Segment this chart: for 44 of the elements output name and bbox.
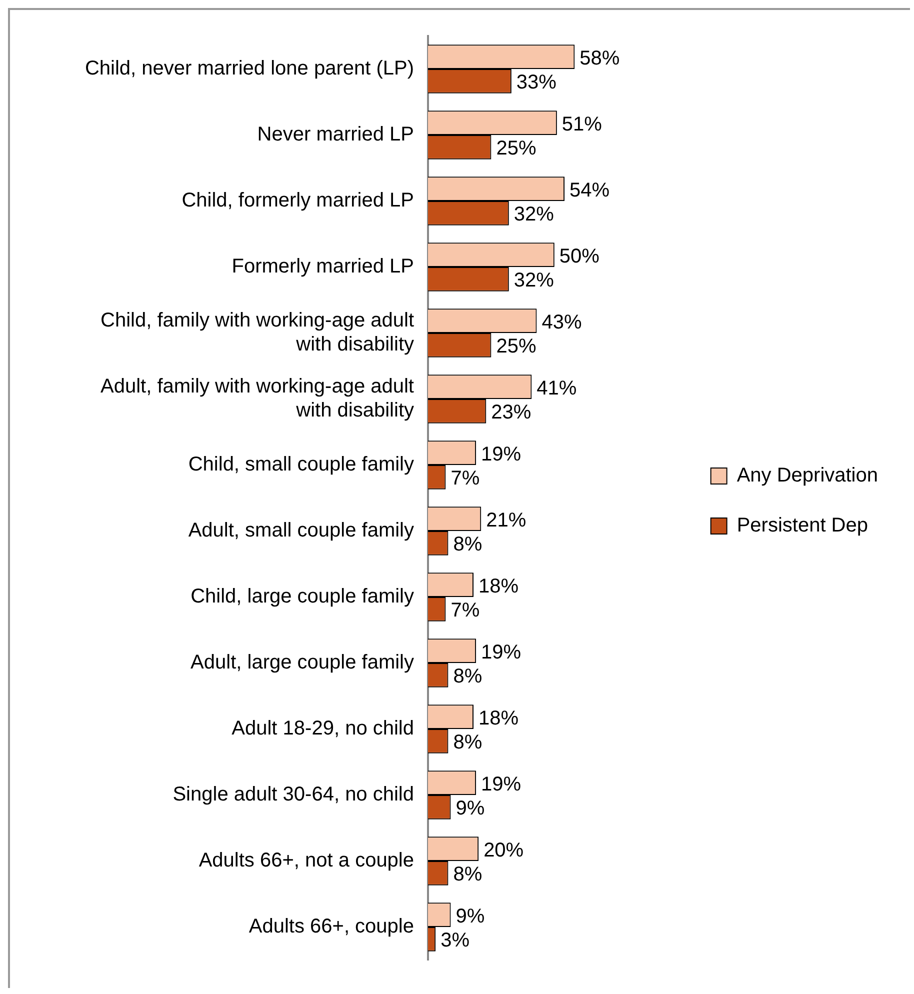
data-label: 25% xyxy=(496,138,536,160)
data-label: 54% xyxy=(570,179,610,202)
data-label: 20% xyxy=(484,839,524,862)
y-tick-label: Adult 18-29, no child xyxy=(232,718,414,740)
y-tick-label: Adult, large couple family xyxy=(190,652,414,674)
y-tick-label: Child, formerly married LP xyxy=(182,190,414,212)
y-tick-label: Child, never married lone parent (LP) xyxy=(84,58,414,80)
y-tick-label: Adult, small couple family xyxy=(188,520,414,542)
data-label: 8% xyxy=(453,732,482,754)
data-label: 32% xyxy=(514,270,554,292)
data-label: 21% xyxy=(486,509,526,532)
y-tick-label: Adult, family with working-age adult with disability xyxy=(100,376,414,422)
data-label: 3% xyxy=(440,930,470,952)
data-label: 19% xyxy=(481,773,522,796)
y-tick-label: Never married LP xyxy=(257,124,414,146)
data-label: 43% xyxy=(542,311,582,334)
data-label: 9% xyxy=(456,905,485,928)
data-label: 19% xyxy=(481,641,522,664)
y-tick-label: Child, large couple family xyxy=(190,586,414,608)
data-label: 41% xyxy=(536,377,577,400)
data-label: 51% xyxy=(562,113,602,136)
data-label: 23% xyxy=(491,402,532,424)
y-tick-label: Adults 66+, not a couple xyxy=(198,850,414,872)
data-label: 50% xyxy=(559,245,600,268)
data-label: 18% xyxy=(478,575,519,598)
legend-label: Any Deprivation xyxy=(736,464,878,487)
data-label: 25% xyxy=(496,336,536,358)
y-tick-label: Formerly married LP xyxy=(232,256,414,278)
data-label: 19% xyxy=(481,443,522,466)
data-label: 8% xyxy=(453,666,482,688)
y-tick-label: Adults 66+, couple xyxy=(248,916,414,938)
data-label: 7% xyxy=(450,468,480,490)
data-label: 32% xyxy=(514,204,554,226)
data-label: 7% xyxy=(450,600,480,622)
y-tick-label: Child, family with working-age adult with disability xyxy=(100,310,414,356)
data-label: 8% xyxy=(453,864,482,886)
data-label: 18% xyxy=(478,707,519,730)
data-label: 9% xyxy=(456,798,485,820)
data-label: 58% xyxy=(580,47,620,70)
y-tick-label: Child, small couple family xyxy=(188,454,414,476)
data-label: 8% xyxy=(453,534,482,556)
data-label: 33% xyxy=(516,72,557,94)
y-tick-label: Single adult 30-64, no child xyxy=(172,784,414,806)
legend-label: Persistent Dep xyxy=(736,514,868,537)
